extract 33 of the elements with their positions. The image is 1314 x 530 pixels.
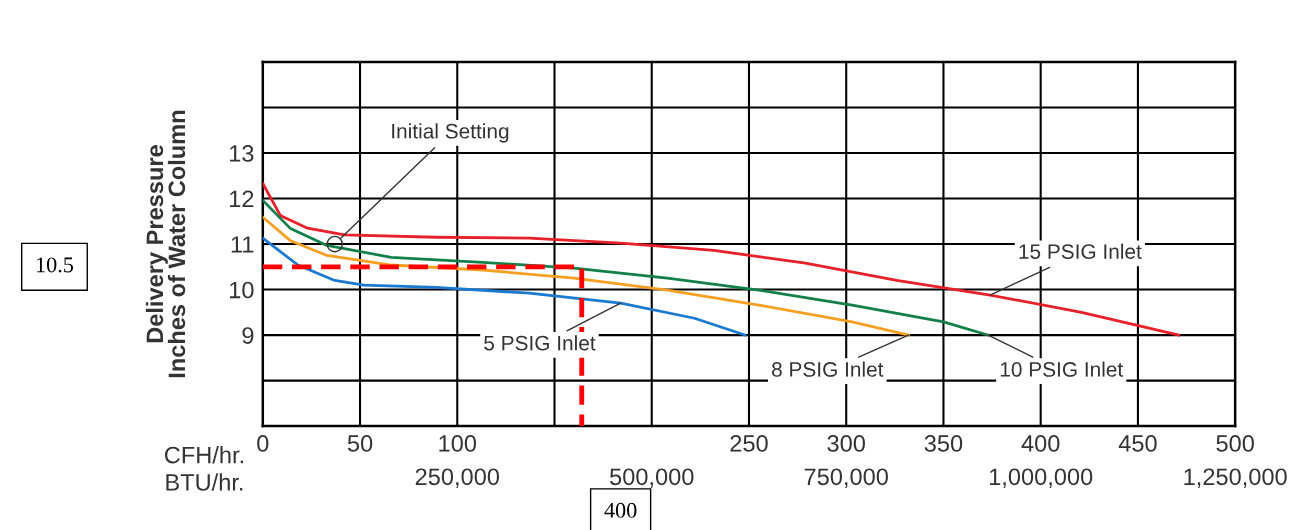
x-tick-label: 500 <box>1216 435 1254 452</box>
text: 400 <box>604 502 637 518</box>
x2-tick-label: 250,000 <box>415 468 500 488</box>
series-label: 5 PSIG Inlet <box>484 335 596 351</box>
x-tick-label: 450 <box>1118 435 1157 452</box>
x-tick-label: 350 <box>924 435 963 452</box>
y-tick-label: 12 <box>230 190 254 208</box>
x2-axis-title: BTU/hr. <box>166 473 243 491</box>
x-tick-label: 0 <box>257 435 269 452</box>
x2-tick-label: 1,250,000 <box>1184 468 1287 488</box>
y-tick-label: 13 <box>230 145 254 162</box>
line-series <box>262 236 747 337</box>
x-tick-label: 400 <box>1021 435 1060 452</box>
x2-tick-label: 500,000 <box>610 468 694 488</box>
x2-tick-label: 750,000 <box>804 468 888 488</box>
y-tick-label: 11 <box>231 236 254 253</box>
text: 10.5 <box>36 257 74 273</box>
series-label: 8 PSIG Inlet <box>772 361 884 377</box>
line-series <box>262 198 990 337</box>
y-tick-label: 9 <box>242 327 254 344</box>
y-tick-label: 10 <box>230 281 254 299</box>
line-series <box>262 215 910 337</box>
x-tick-label: 100 <box>439 435 477 452</box>
x-tick-label: 300 <box>827 435 865 452</box>
x-tick-label: 250 <box>730 435 768 452</box>
series-label: 10 PSIG Inlet <box>1000 361 1124 377</box>
x2-tick-label: 1,000,000 <box>989 468 1093 488</box>
line-series <box>262 182 1181 337</box>
y-axis-title: Delivery Pressure Inches of Water Column <box>145 110 186 378</box>
x-tick-label: 50 <box>347 435 373 452</box>
annotation: Initial Setting <box>392 123 509 143</box>
x-axis-title: CFH/hr. <box>164 446 243 464</box>
series-label: 15 PSIG Inlet <box>1019 243 1142 259</box>
